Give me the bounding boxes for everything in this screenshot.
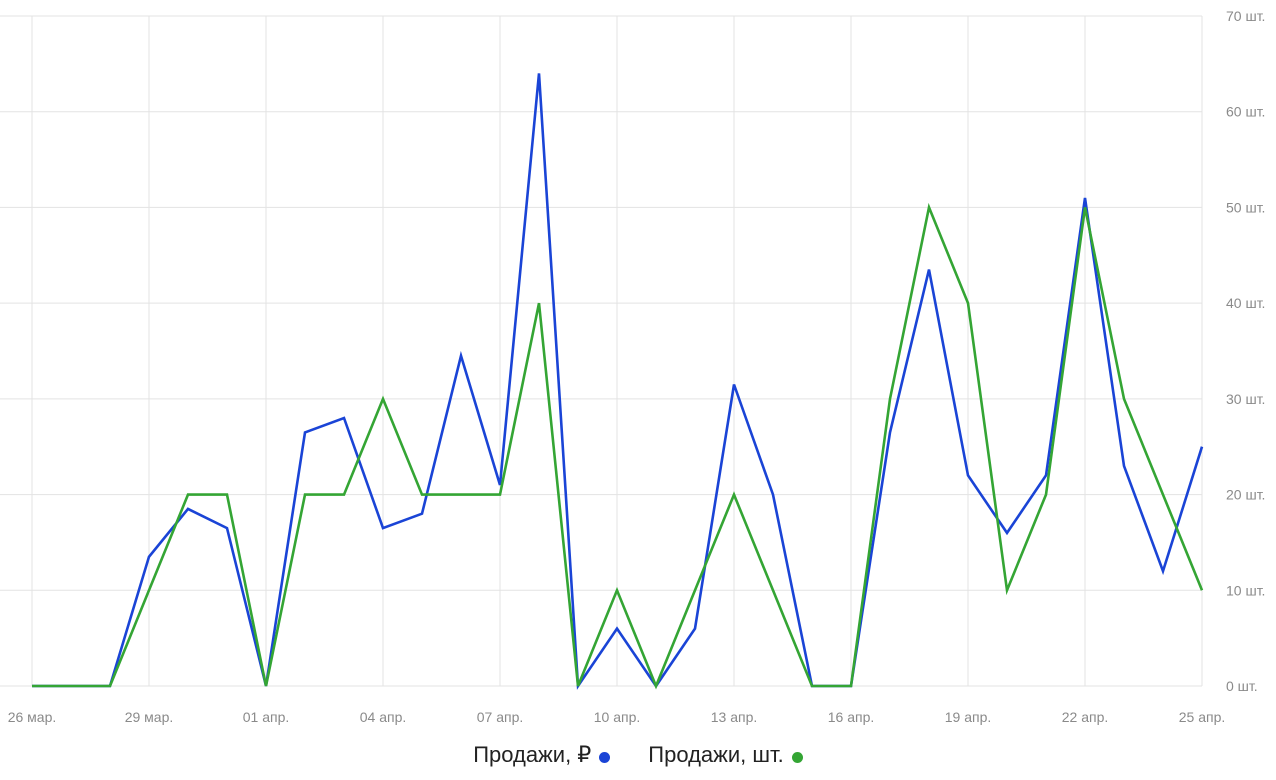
chart-legend: Продажи, ₽ Продажи, шт. xyxy=(0,742,1276,768)
legend-item-rub[interactable]: Продажи, ₽ xyxy=(473,742,611,768)
series-line-rub[interactable] xyxy=(32,73,1204,690)
x-tick-label: 22 апр. xyxy=(1062,709,1109,725)
legend-label-pcs: Продажи, шт. xyxy=(648,742,784,767)
legend-dot-rub xyxy=(599,751,611,763)
series-line-pcs[interactable] xyxy=(32,202,1204,690)
x-tick-label: 04 апр. xyxy=(360,709,407,725)
x-tick-label: 13 апр. xyxy=(711,709,758,725)
y-tick-label: 40 шт. xyxy=(1226,295,1265,311)
legend-label-rub: Продажи, ₽ xyxy=(473,742,592,767)
y-tick-label: 30 шт. xyxy=(1226,391,1265,407)
x-tick-label: 26 мар. xyxy=(8,709,57,725)
y-tick-label: 10 шт. xyxy=(1226,582,1265,598)
y-tick-label: 0 шт. xyxy=(1226,678,1258,694)
y-tick-label: 70 шт. xyxy=(1226,8,1265,24)
x-tick-label: 16 апр. xyxy=(828,709,875,725)
legend-dot-pcs xyxy=(791,751,803,763)
line-chart: 26 мар. 29 мар. 01 апр. 04 апр. 07 апр. 10 ап… xyxy=(0,8,1265,725)
legend-item-pcs[interactable]: Продажи, шт. xyxy=(648,742,803,768)
x-tick-label: 29 мар. xyxy=(125,709,174,725)
x-tick-label: 25 апр. xyxy=(1179,709,1226,725)
x-tick-label: 10 апр. xyxy=(594,709,641,725)
x-tick-label: 01 апр. xyxy=(243,709,290,725)
y-tick-label: 50 шт. xyxy=(1226,199,1265,215)
x-tick-label: 19 апр. xyxy=(945,709,992,725)
y-tick-label: 60 шт. xyxy=(1226,104,1265,120)
x-tick-label: 07 апр. xyxy=(477,709,524,725)
y-tick-label: 20 шт. xyxy=(1226,487,1265,503)
